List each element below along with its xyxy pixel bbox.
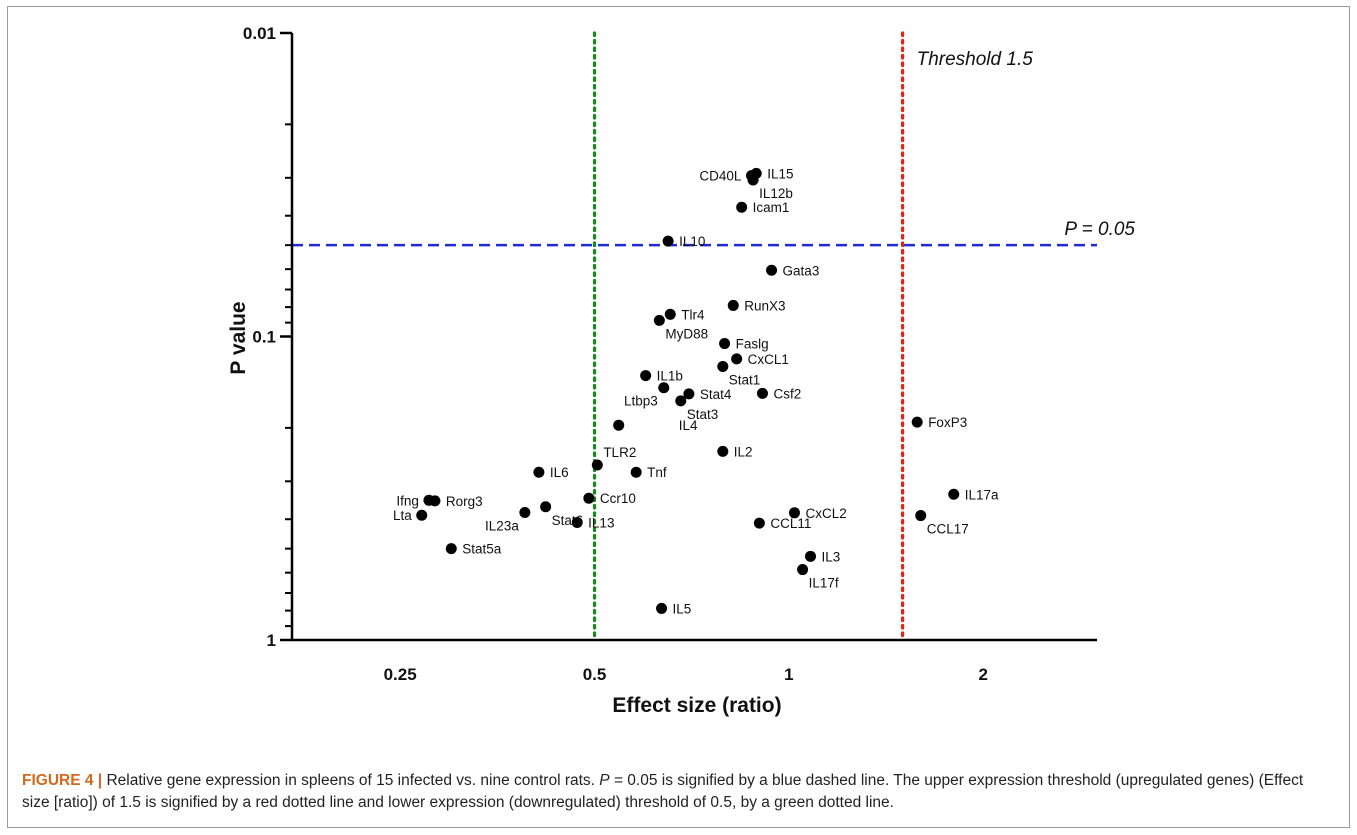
point-il13 — [571, 516, 583, 528]
point-il12b — [747, 174, 759, 186]
point-label-myd88: MyD88 — [665, 326, 708, 341]
point-csf2 — [756, 387, 768, 399]
point-stat6 — [540, 501, 552, 513]
x-tick-label: 0.5 — [583, 665, 607, 684]
point-ccl11 — [753, 517, 765, 529]
point-myd88 — [653, 314, 665, 326]
point-cxcl1 — [731, 353, 743, 365]
point-label-il13: IL13 — [588, 515, 614, 530]
y-tick-label: 0.1 — [252, 328, 276, 347]
caption-text-1: Relative gene expression in spleens of 1… — [102, 772, 600, 789]
point-gata3 — [766, 264, 778, 276]
point-label-ccl11: CCL11 — [770, 516, 811, 531]
point-label-cxcl2: CxCL2 — [805, 506, 846, 521]
point-label-ifng: Ifng — [396, 493, 419, 508]
point-label-il15: IL15 — [767, 166, 793, 181]
point-label-lta: Lta — [393, 508, 412, 523]
y-axis-title: P value — [227, 301, 250, 374]
point-label-il23a: IL23a — [485, 518, 519, 533]
point-label-cd40l: CD40L — [699, 169, 742, 184]
point-ltbp3 — [658, 382, 670, 394]
point-ccr10 — [583, 492, 595, 504]
point-label-gata3: Gata3 — [783, 263, 820, 278]
point-label-stat3: Stat3 — [687, 407, 719, 422]
point-il4 — [613, 419, 625, 431]
point-label-il17a: IL17a — [965, 487, 999, 502]
point-stat4 — [683, 388, 695, 400]
x-tick-label: 1 — [784, 665, 793, 684]
point-label-il1b: IL1b — [657, 369, 683, 384]
point-faslg — [719, 338, 731, 350]
point-label-csf2: Csf2 — [773, 386, 801, 401]
caption-head: FIGURE 4 | — [22, 772, 103, 789]
x-tick-label: 0.25 — [384, 665, 417, 684]
point-label-il2: IL2 — [734, 444, 753, 459]
point-il2 — [717, 445, 729, 457]
reference-lines: P = 0.05 Threshold 1.5 — [292, 31, 1135, 642]
point-label-stat1: Stat1 — [729, 372, 761, 387]
point-label-il17f: IL17f — [809, 576, 839, 591]
point-label-cxcl1: CxCL1 — [748, 352, 789, 367]
point-il6 — [533, 466, 545, 478]
figure-caption: FIGURE 4 | Relative gene expression in s… — [22, 770, 1332, 814]
point-label-icam1: Icam1 — [753, 200, 790, 215]
point-label-faslg: Faslg — [736, 337, 769, 352]
point-il1b — [640, 370, 652, 382]
point-stat1 — [717, 360, 729, 372]
point-il5 — [656, 602, 668, 614]
point-il23a — [519, 506, 531, 518]
y-tick-label: 0.01 — [243, 24, 276, 43]
point-label-ccl17: CCL17 — [927, 522, 969, 537]
point-tlr4 — [664, 308, 676, 320]
axes: 0.01 0.1 1 0.25 0.5 1 2 — [243, 24, 1097, 684]
p-threshold-label: P = 0.05 — [1064, 219, 1135, 240]
point-label-runx3: RunX3 — [744, 298, 785, 313]
point-stat5a — [445, 543, 457, 555]
point-cxcl2 — [788, 507, 800, 519]
point-label-stat4: Stat4 — [700, 387, 732, 402]
point-il17a — [948, 488, 960, 500]
point-rorg3 — [429, 495, 441, 507]
point-label-stat5a: Stat5a — [462, 542, 502, 557]
point-label-rorg3: Rorg3 — [446, 494, 483, 509]
point-label-tlr2: TLR2 — [603, 445, 636, 460]
y-tick-label: 1 — [267, 631, 276, 650]
figure-frame — [7, 6, 1350, 828]
point-label-tlr4: Tlr4 — [681, 307, 705, 322]
point-lta — [416, 509, 428, 521]
point-label-il6: IL6 — [550, 465, 569, 480]
point-label-il4: IL4 — [679, 418, 698, 433]
point-il3 — [804, 550, 816, 562]
caption-p-symbol: P — [599, 772, 610, 789]
point-label-il5: IL5 — [673, 601, 692, 616]
point-ccl17 — [915, 510, 927, 522]
point-tlr2 — [591, 459, 603, 471]
point-stat3 — [675, 395, 687, 407]
x-axis-title: Effect size (ratio) — [612, 694, 781, 717]
point-foxp3 — [911, 416, 923, 428]
point-label-ltbp3: Ltbp3 — [624, 394, 658, 409]
point-icam1 — [736, 201, 748, 213]
upper-threshold-label: Threshold 1.5 — [917, 49, 1034, 70]
point-il10 — [662, 235, 674, 247]
point-tnf — [630, 466, 642, 478]
point-label-il12b: IL12b — [759, 186, 793, 201]
x-tick-label: 2 — [979, 665, 988, 684]
point-label-il3: IL3 — [821, 549, 840, 564]
point-label-tnf: Tnf — [647, 465, 667, 480]
point-label-foxp3: FoxP3 — [928, 415, 967, 430]
caption-text-2: = 0.05 is signified by a blue dashed lin… — [22, 772, 1304, 811]
point-il17f — [797, 564, 809, 576]
point-label-il10: IL10 — [679, 234, 705, 249]
point-runx3 — [727, 299, 739, 311]
point-label-ccr10: Ccr10 — [600, 491, 636, 506]
